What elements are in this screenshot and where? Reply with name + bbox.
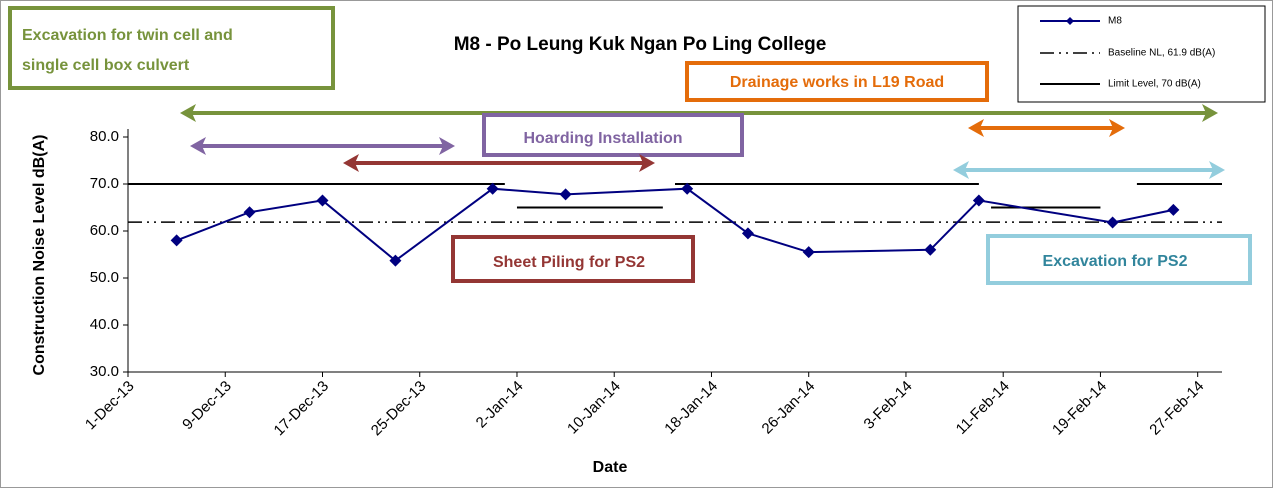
x-tick-label: 26-Jan-14 xyxy=(759,378,819,438)
arrow-head xyxy=(439,137,455,155)
annotation-text: Drainage works in L19 Road xyxy=(730,74,944,91)
annotation-text: single cell box culvert xyxy=(22,57,190,74)
legend-label: Baseline NL, 61.9 dB(A) xyxy=(1108,48,1215,59)
data-point xyxy=(486,182,499,195)
data-point xyxy=(802,246,815,259)
arrow-head xyxy=(953,161,969,179)
data-point xyxy=(1167,203,1180,216)
y-tick-label: 80.0 xyxy=(90,128,119,145)
y-tick-label: 30.0 xyxy=(90,363,119,380)
data-point xyxy=(924,243,937,256)
data-point xyxy=(681,182,694,195)
annotation-text: Excavation for PS2 xyxy=(1043,253,1188,270)
x-tick-label: 3-Feb-14 xyxy=(861,378,916,433)
x-axis-label: Date xyxy=(593,459,628,476)
arrow-head xyxy=(1109,119,1125,137)
y-tick-label: 70.0 xyxy=(90,175,119,192)
x-tick-label: 2-Jan-14 xyxy=(473,378,527,432)
annotation-box xyxy=(482,113,744,157)
annotation-text: Hoarding Installation xyxy=(523,130,682,147)
arrow-head xyxy=(968,119,984,137)
legend-marker xyxy=(1066,17,1074,25)
arrow-head xyxy=(343,154,359,172)
x-tick-label: 25-Dec-13 xyxy=(368,378,430,440)
data-point xyxy=(389,254,402,267)
data-point xyxy=(316,194,329,207)
x-tick-label: 17-Dec-13 xyxy=(271,378,333,440)
data-point xyxy=(972,194,985,207)
legend-label: M8 xyxy=(1108,16,1122,27)
y-tick-label: 40.0 xyxy=(90,316,119,333)
x-tick-label: 1-Dec-13 xyxy=(82,378,138,434)
x-tick-label: 18-Jan-14 xyxy=(661,378,721,438)
annotation-box xyxy=(451,235,695,283)
arrow-head xyxy=(639,154,655,172)
x-tick-label: 10-Jan-14 xyxy=(564,378,624,438)
annotation-box xyxy=(8,6,335,90)
annotation-text: Excavation for twin cell and xyxy=(22,27,233,44)
chart-title: M8 - Po Leung Kuk Ngan Po Ling College xyxy=(454,34,827,55)
x-tick-label: 11-Feb-14 xyxy=(953,378,1013,438)
arrow-head xyxy=(190,137,206,155)
annotation-box xyxy=(685,61,989,102)
legend-label: Limit Level, 70 dB(A) xyxy=(1108,79,1201,90)
data-point xyxy=(741,227,754,240)
arrow-head xyxy=(180,104,196,122)
data-point xyxy=(1106,216,1119,229)
data-point xyxy=(243,206,256,219)
y-axis-label: Construction Noise Level dB(A) xyxy=(31,135,48,376)
annotation-box xyxy=(986,234,1252,285)
x-tick-label: 9-Dec-13 xyxy=(179,378,235,434)
y-tick-label: 60.0 xyxy=(90,222,119,239)
arrow-head xyxy=(1209,161,1225,179)
y-tick-label: 50.0 xyxy=(90,269,119,286)
data-point xyxy=(170,234,183,247)
x-tick-label: 27-Feb-14 xyxy=(1146,378,1207,439)
x-tick-label: 19-Feb-14 xyxy=(1049,378,1110,439)
annotation-text: Sheet Piling for PS2 xyxy=(493,254,645,271)
data-point xyxy=(559,188,572,201)
arrow-head xyxy=(1202,104,1218,122)
